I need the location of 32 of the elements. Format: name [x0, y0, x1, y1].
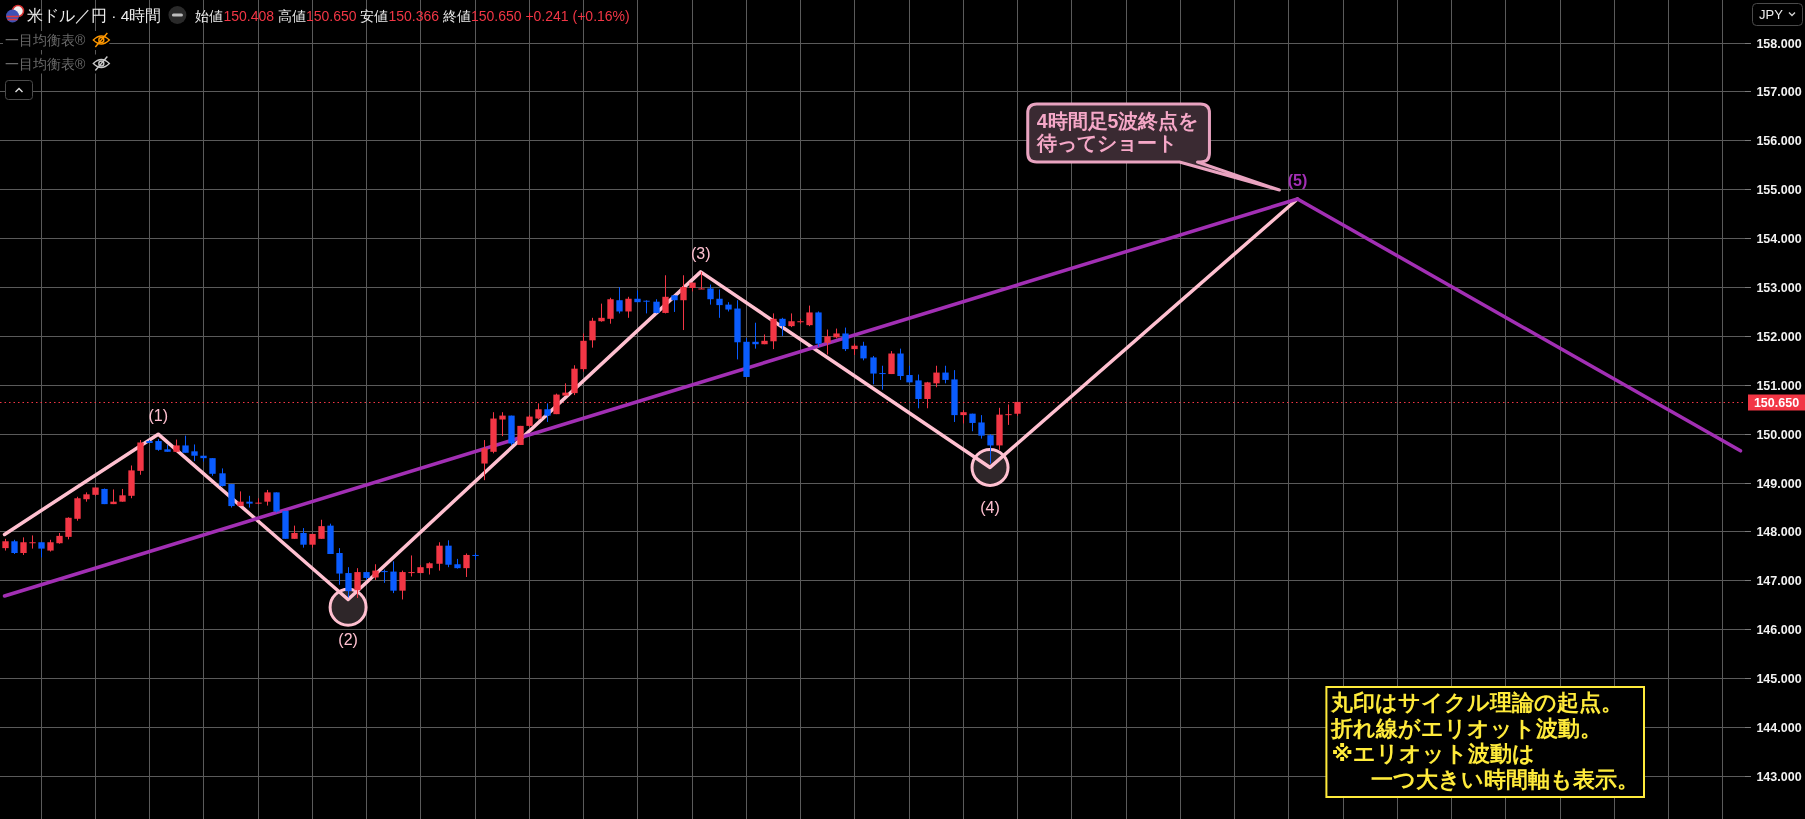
y-tick-label: 149.000 [1756, 476, 1802, 491]
annotation: (3) [690, 244, 711, 262]
y-tick-label: 156.000 [1756, 133, 1802, 148]
y-tick-label: 150.000 [1756, 427, 1802, 442]
y-tick-label: 144.000 [1756, 720, 1802, 735]
y-tick-label: 146.000 [1756, 622, 1802, 637]
annotation: 4時間足5波終点を待ってショート [1035, 110, 1199, 155]
annotation: (5) [1287, 172, 1308, 189]
annotation: ※エリオット波動は [1331, 741, 1535, 767]
y-axis-title: JPY [1759, 7, 1784, 22]
annotation: 丸印はサイクル理論の起点。 [1330, 690, 1624, 716]
y-tick-label: 148.000 [1756, 524, 1802, 539]
chart-title: 米ドル／円 · 4時間 [27, 7, 162, 24]
annotation: 一目均衡表® [5, 32, 86, 48]
annotation: 一目均衡表® [5, 55, 86, 72]
y-tick-label: 155.000 [1756, 182, 1802, 197]
annotation: (4) [980, 499, 1000, 517]
y-tick-label: 153.000 [1756, 280, 1802, 295]
y-tick-label: 154.000 [1756, 231, 1802, 246]
annotation: (2) [338, 631, 358, 649]
ref-line-label: 150.650 [1753, 395, 1800, 410]
annotation: 一つ大きい時間軸も表示。 [1371, 766, 1639, 792]
y-tick-label: 143.000 [1756, 769, 1802, 784]
y-tick-label: 158.000 [1756, 36, 1802, 51]
annotation: (1) [148, 407, 169, 425]
y-tick-label: 145.000 [1756, 671, 1802, 686]
text: 始値150.408 高値150.650 安値150.366 終値150.650 +0.241 (+0.16%) [195, 8, 630, 24]
y-tick-label: 147.000 [1756, 573, 1802, 588]
annotation: 折れ線がエリオット波動。 [1330, 715, 1603, 741]
y-tick-label: 152.000 [1756, 329, 1802, 344]
y-tick-label: 157.000 [1756, 84, 1802, 99]
y-tick-label: 151.000 [1756, 378, 1802, 393]
